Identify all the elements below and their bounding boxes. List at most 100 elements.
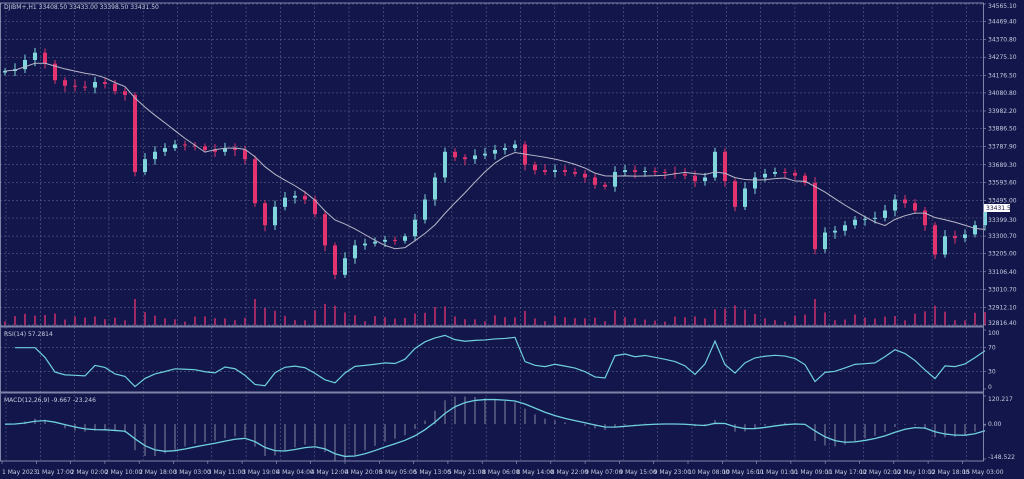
candle-body bbox=[373, 241, 377, 244]
candle-body bbox=[403, 236, 407, 241]
candle-body bbox=[353, 245, 357, 259]
volume-bar bbox=[24, 313, 26, 325]
price-tick-label: 34275.10 bbox=[988, 54, 1017, 61]
volume-bar bbox=[264, 308, 266, 325]
price-tick-label: 34565.10 bbox=[988, 3, 1017, 10]
candle-body bbox=[623, 170, 627, 172]
candle-body bbox=[263, 203, 267, 226]
time-tick-label: 4 May 12:00 bbox=[311, 469, 349, 476]
time-tick-label: 3 May 11:00 bbox=[208, 469, 246, 476]
volume-bar bbox=[674, 316, 676, 325]
candle-body bbox=[483, 153, 487, 156]
volume-bar bbox=[934, 305, 936, 325]
candle-body bbox=[273, 206, 277, 226]
candle-body bbox=[953, 236, 957, 239]
candle-body bbox=[23, 60, 27, 70]
volume-bar bbox=[384, 317, 386, 325]
candle-body bbox=[933, 225, 937, 255]
volume-bar bbox=[354, 315, 356, 325]
volume-bar bbox=[494, 315, 496, 325]
candle-body bbox=[153, 151, 157, 160]
candle-body bbox=[843, 225, 847, 231]
volume-bar bbox=[814, 299, 816, 325]
volume-bar bbox=[974, 312, 976, 325]
candle-body bbox=[233, 148, 237, 150]
candle-body bbox=[983, 212, 987, 226]
candle-body bbox=[543, 170, 547, 172]
volume-bar bbox=[734, 305, 736, 325]
candle-body bbox=[213, 149, 217, 152]
volume-bar bbox=[984, 312, 986, 325]
volume-bar bbox=[274, 310, 276, 325]
time-tick-label: 9 May 23:00 bbox=[654, 469, 692, 476]
volume-bar bbox=[684, 317, 686, 325]
candle-body bbox=[453, 151, 457, 158]
price-tick-label: 33399.30 bbox=[988, 217, 1017, 224]
price-axis: 34565.10 34469.40 34370.80 34275.10 34176.50… bbox=[983, 3, 1017, 461]
volume-bar bbox=[144, 312, 146, 325]
candle-body bbox=[143, 159, 147, 172]
candle-body bbox=[183, 144, 187, 146]
candle-body bbox=[863, 218, 867, 220]
volume-bar bbox=[944, 311, 946, 325]
volume-bar bbox=[94, 316, 96, 325]
candle-body bbox=[63, 80, 67, 86]
candle-body bbox=[303, 195, 307, 200]
price-tick-label: 33886.50 bbox=[988, 126, 1017, 133]
volume-bar bbox=[164, 318, 166, 325]
moving-average-line bbox=[4, 62, 986, 250]
candle-body bbox=[293, 195, 297, 198]
price-tick-label: 33787.90 bbox=[988, 144, 1017, 151]
time-tick-label: 2 May 02:00 bbox=[71, 469, 109, 476]
panel-border bbox=[0, 326, 984, 393]
price-tick-label: 32912.10 bbox=[988, 304, 1017, 311]
candle-body bbox=[913, 203, 917, 211]
volume-bar bbox=[104, 319, 106, 325]
candle-body bbox=[733, 181, 737, 207]
volume-bar bbox=[124, 320, 126, 325]
volume-bar bbox=[624, 317, 626, 325]
price-tick-label: 34176.50 bbox=[988, 72, 1017, 79]
volume-bar bbox=[524, 310, 526, 325]
volume-bar bbox=[724, 308, 726, 325]
candle-body bbox=[823, 232, 827, 250]
time-tick-label: 12 May 10:00 bbox=[894, 469, 935, 476]
symbol-header: DJIBM+,H1 33408.50 33433.00 33398.50 334… bbox=[4, 4, 159, 11]
volume-bar bbox=[234, 320, 236, 325]
candle-body bbox=[363, 243, 367, 246]
volume-bar bbox=[424, 312, 426, 325]
volume-bar bbox=[474, 319, 476, 325]
candle-body bbox=[573, 171, 577, 174]
candle-body bbox=[253, 159, 257, 204]
volume-bar bbox=[554, 316, 556, 325]
candle-body bbox=[413, 219, 417, 237]
candle-body bbox=[73, 85, 77, 87]
volume-bar bbox=[784, 321, 786, 325]
candle-body bbox=[703, 177, 707, 182]
candle-body bbox=[593, 177, 597, 185]
time-tick-label: 3 May 19:00 bbox=[242, 469, 280, 476]
volume-bar bbox=[134, 299, 136, 325]
price-tick-label: 32816.40 bbox=[988, 320, 1017, 327]
rsi-label: RSI(14) 57.2814 bbox=[4, 331, 53, 338]
macd-signal-line bbox=[4, 398, 986, 458]
time-tick-label: 5 May 13:00 bbox=[414, 469, 452, 476]
candle-body bbox=[493, 149, 497, 154]
price-tick-label: 33106.40 bbox=[988, 269, 1017, 276]
volume-bar bbox=[664, 321, 666, 325]
time-tick-label: 10 May 08:00 bbox=[688, 469, 729, 476]
time-tick-label: 9 May 15:00 bbox=[619, 469, 657, 476]
volume-bar bbox=[14, 316, 16, 325]
volume-bar bbox=[44, 315, 46, 325]
volume-bar bbox=[484, 321, 486, 325]
candle-body bbox=[723, 151, 727, 182]
volume-bar bbox=[564, 317, 566, 325]
volume-bar bbox=[514, 317, 516, 325]
candle-body bbox=[333, 245, 337, 275]
price-tick-label: 33495.00 bbox=[988, 197, 1017, 204]
volume-bar bbox=[114, 317, 116, 325]
price-tick-label: 34080.80 bbox=[988, 90, 1017, 97]
volume-bar bbox=[824, 312, 826, 325]
